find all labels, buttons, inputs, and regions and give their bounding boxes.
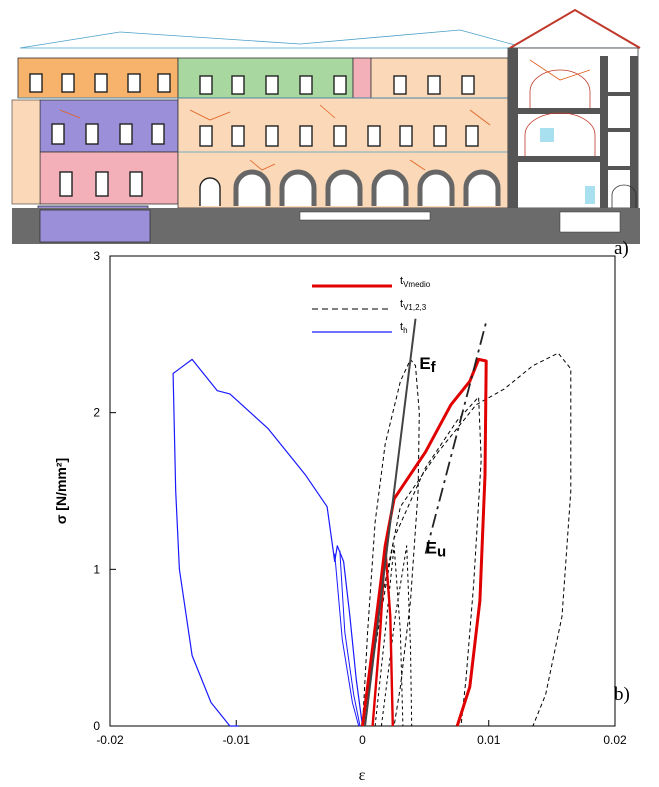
x-tick-label: -0.01 [223, 733, 251, 747]
tangent-lines [365, 319, 486, 726]
legend-label: th [400, 321, 408, 335]
building-elevation-drawing [12, 10, 640, 244]
series-curve-0 [173, 359, 362, 726]
panel-label-b: b) [614, 684, 630, 705]
x-tick-label: 0.01 [477, 733, 501, 747]
y-tick-label: 2 [93, 406, 100, 420]
plot-frame [110, 256, 615, 726]
y-axis-label: σ [N/mm²] [53, 458, 69, 524]
legend: tVmedio tV1,2,3 th [312, 275, 431, 335]
x-tick-label: 0.02 [603, 733, 627, 747]
annotation-eu: Eu [426, 539, 447, 561]
x-axis-label: ε [359, 767, 366, 784]
legend-label: tVmedio [400, 275, 431, 289]
x-tick-label: 0 [359, 733, 366, 747]
y-tick-label: 1 [93, 562, 100, 576]
series-curve-1 [340, 551, 360, 727]
series-curve-7 [381, 546, 411, 726]
legend-label: tV1,2,3 [400, 298, 427, 312]
y-axis-ticks: 0 1 2 3 [93, 249, 116, 733]
x-tick-label: -0.02 [96, 733, 124, 747]
y-tick-label: 3 [93, 249, 100, 263]
y-tick-label: 0 [93, 719, 100, 733]
annotation-ef: Ef [419, 354, 436, 376]
panel-label-a: a) [614, 238, 629, 259]
